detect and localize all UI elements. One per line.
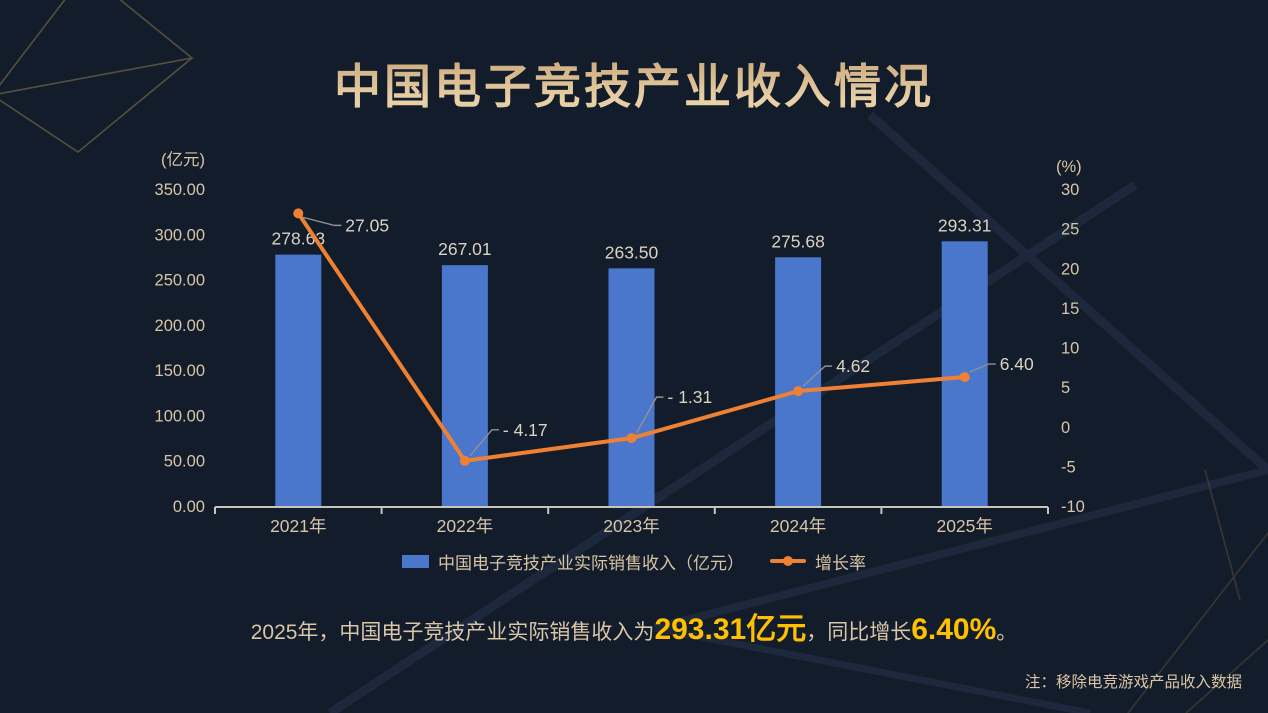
bar-value-label: 275.68 [771, 231, 825, 251]
chart-legend: 中国电子竞技产业实际销售收入（亿元） 增长率 [0, 548, 1268, 574]
growth-callout-line [635, 396, 664, 434]
bar-2022年 [441, 265, 488, 507]
left-axis-tick-label: 0.00 [173, 498, 205, 516]
growth-callout-line [802, 365, 833, 387]
left-axis-tick-label: 150.00 [155, 362, 205, 380]
right-axis-tick-label: -5 [1061, 458, 1076, 476]
growth-value-label: 6.40 [1000, 354, 1034, 374]
bar-value-label: 293.31 [938, 215, 992, 235]
summary-prefix: 2025年，中国电子竞技产业实际销售收入为 [250, 621, 655, 644]
summary-middle: ，同比增长 [806, 621, 912, 644]
right-axis-unit-label: (%) [1056, 158, 1082, 176]
right-axis-tick-label: 10 [1061, 340, 1079, 358]
legend-line-swatch-icon [770, 556, 806, 566]
legend-item-growth: 增长率 [770, 549, 866, 574]
left-axis-tick-label: 250.00 [155, 272, 205, 290]
legend-revenue-label: 中国电子竞技产业实际销售收入（亿元） [438, 553, 744, 573]
right-axis-tick-label: 30 [1061, 181, 1079, 199]
decor-gold-lines-bottomright [1127, 469, 1268, 713]
legend-item-revenue: 中国电子竞技产业实际销售收入（亿元） [402, 549, 744, 574]
bar-value-label: 263.50 [605, 242, 659, 262]
bar-value-label: 267.01 [438, 239, 492, 259]
decor-grey-lines-right [327, 111, 1268, 713]
growth-value-label: - 1.31 [668, 387, 713, 407]
decor-gold-triangles-topleft [0, 0, 194, 153]
page-title: 中国电子竞技产业收入情况 [0, 48, 1268, 117]
x-axis-label-2022年: 2022年 [437, 516, 493, 536]
left-axis-tick-label: 300.00 [155, 226, 205, 244]
growth-marker-2025年 [959, 372, 970, 383]
left-axis-tick-label: 350.00 [155, 181, 205, 199]
summary-growth-highlight: 6.40% [911, 613, 997, 646]
bar-2021年 [275, 254, 322, 507]
right-axis-tick-label: 15 [1061, 300, 1079, 318]
x-axis-label-2025年: 2025年 [936, 516, 992, 536]
right-axis-tick-label: 20 [1061, 260, 1079, 278]
x-axis-label-2024年: 2024年 [770, 516, 826, 536]
x-axis-label-2021年: 2021年 [270, 516, 326, 536]
summary-text: 2025年，中国电子竞技产业实际销售收入为 293.31亿元 ，同比增长 6.40%。 [0, 615, 1268, 655]
growth-callout-line [469, 429, 499, 457]
summary-revenue-highlight: 293.31亿元 [654, 613, 807, 646]
summary-suffix: 。 [996, 621, 1018, 644]
right-axis-tick-label: 25 [1061, 221, 1079, 239]
left-axis-unit-label: (亿元) [161, 150, 205, 169]
growth-value-label: 4.62 [836, 356, 870, 376]
growth-marker-2024年 [793, 386, 804, 397]
left-axis-tick-label: 100.00 [155, 407, 205, 425]
footnote: 注：移除电竞游戏产品收入数据 [1024, 674, 1242, 691]
growth-callout-line [303, 216, 342, 227]
growth-marker-2021年 [293, 208, 304, 219]
left-axis-tick-label: 50.00 [164, 453, 205, 471]
bar-2024年 [775, 257, 822, 507]
right-axis-tick-label: -10 [1061, 498, 1085, 516]
right-axis-tick-label: 0 [1061, 419, 1070, 437]
growth-value-label: - 4.17 [503, 420, 548, 440]
left-axis-tick-label: 200.00 [155, 317, 205, 335]
growth-value-label: 27.05 [345, 215, 389, 235]
legend-bar-swatch-icon [402, 554, 429, 568]
growth-callout-line [969, 363, 996, 373]
growth-marker-2023年 [626, 433, 637, 444]
right-axis-tick-label: 5 [1061, 379, 1070, 397]
legend-growth-label: 增长率 [815, 553, 866, 573]
bar-2023年 [608, 268, 655, 507]
x-axis-label-2023年: 2023年 [603, 516, 659, 536]
growth-marker-2022年 [459, 455, 470, 466]
